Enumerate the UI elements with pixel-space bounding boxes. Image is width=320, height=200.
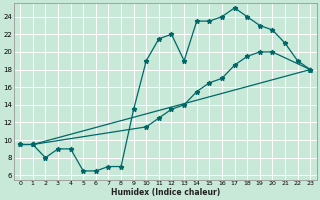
X-axis label: Humidex (Indice chaleur): Humidex (Indice chaleur) (111, 188, 220, 197)
